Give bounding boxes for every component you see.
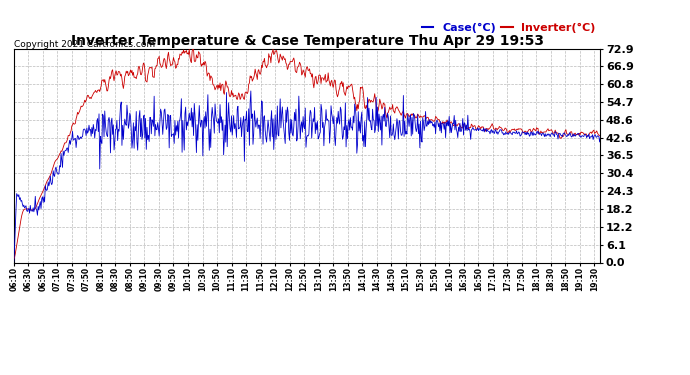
Text: Copyright 2021 Cartronics.com: Copyright 2021 Cartronics.com [14,40,155,49]
Legend: Case(°C), Inverter(°C): Case(°C), Inverter(°C) [417,19,600,38]
Title: Inverter Temperature & Case Temperature Thu Apr 29 19:53: Inverter Temperature & Case Temperature … [70,34,544,48]
